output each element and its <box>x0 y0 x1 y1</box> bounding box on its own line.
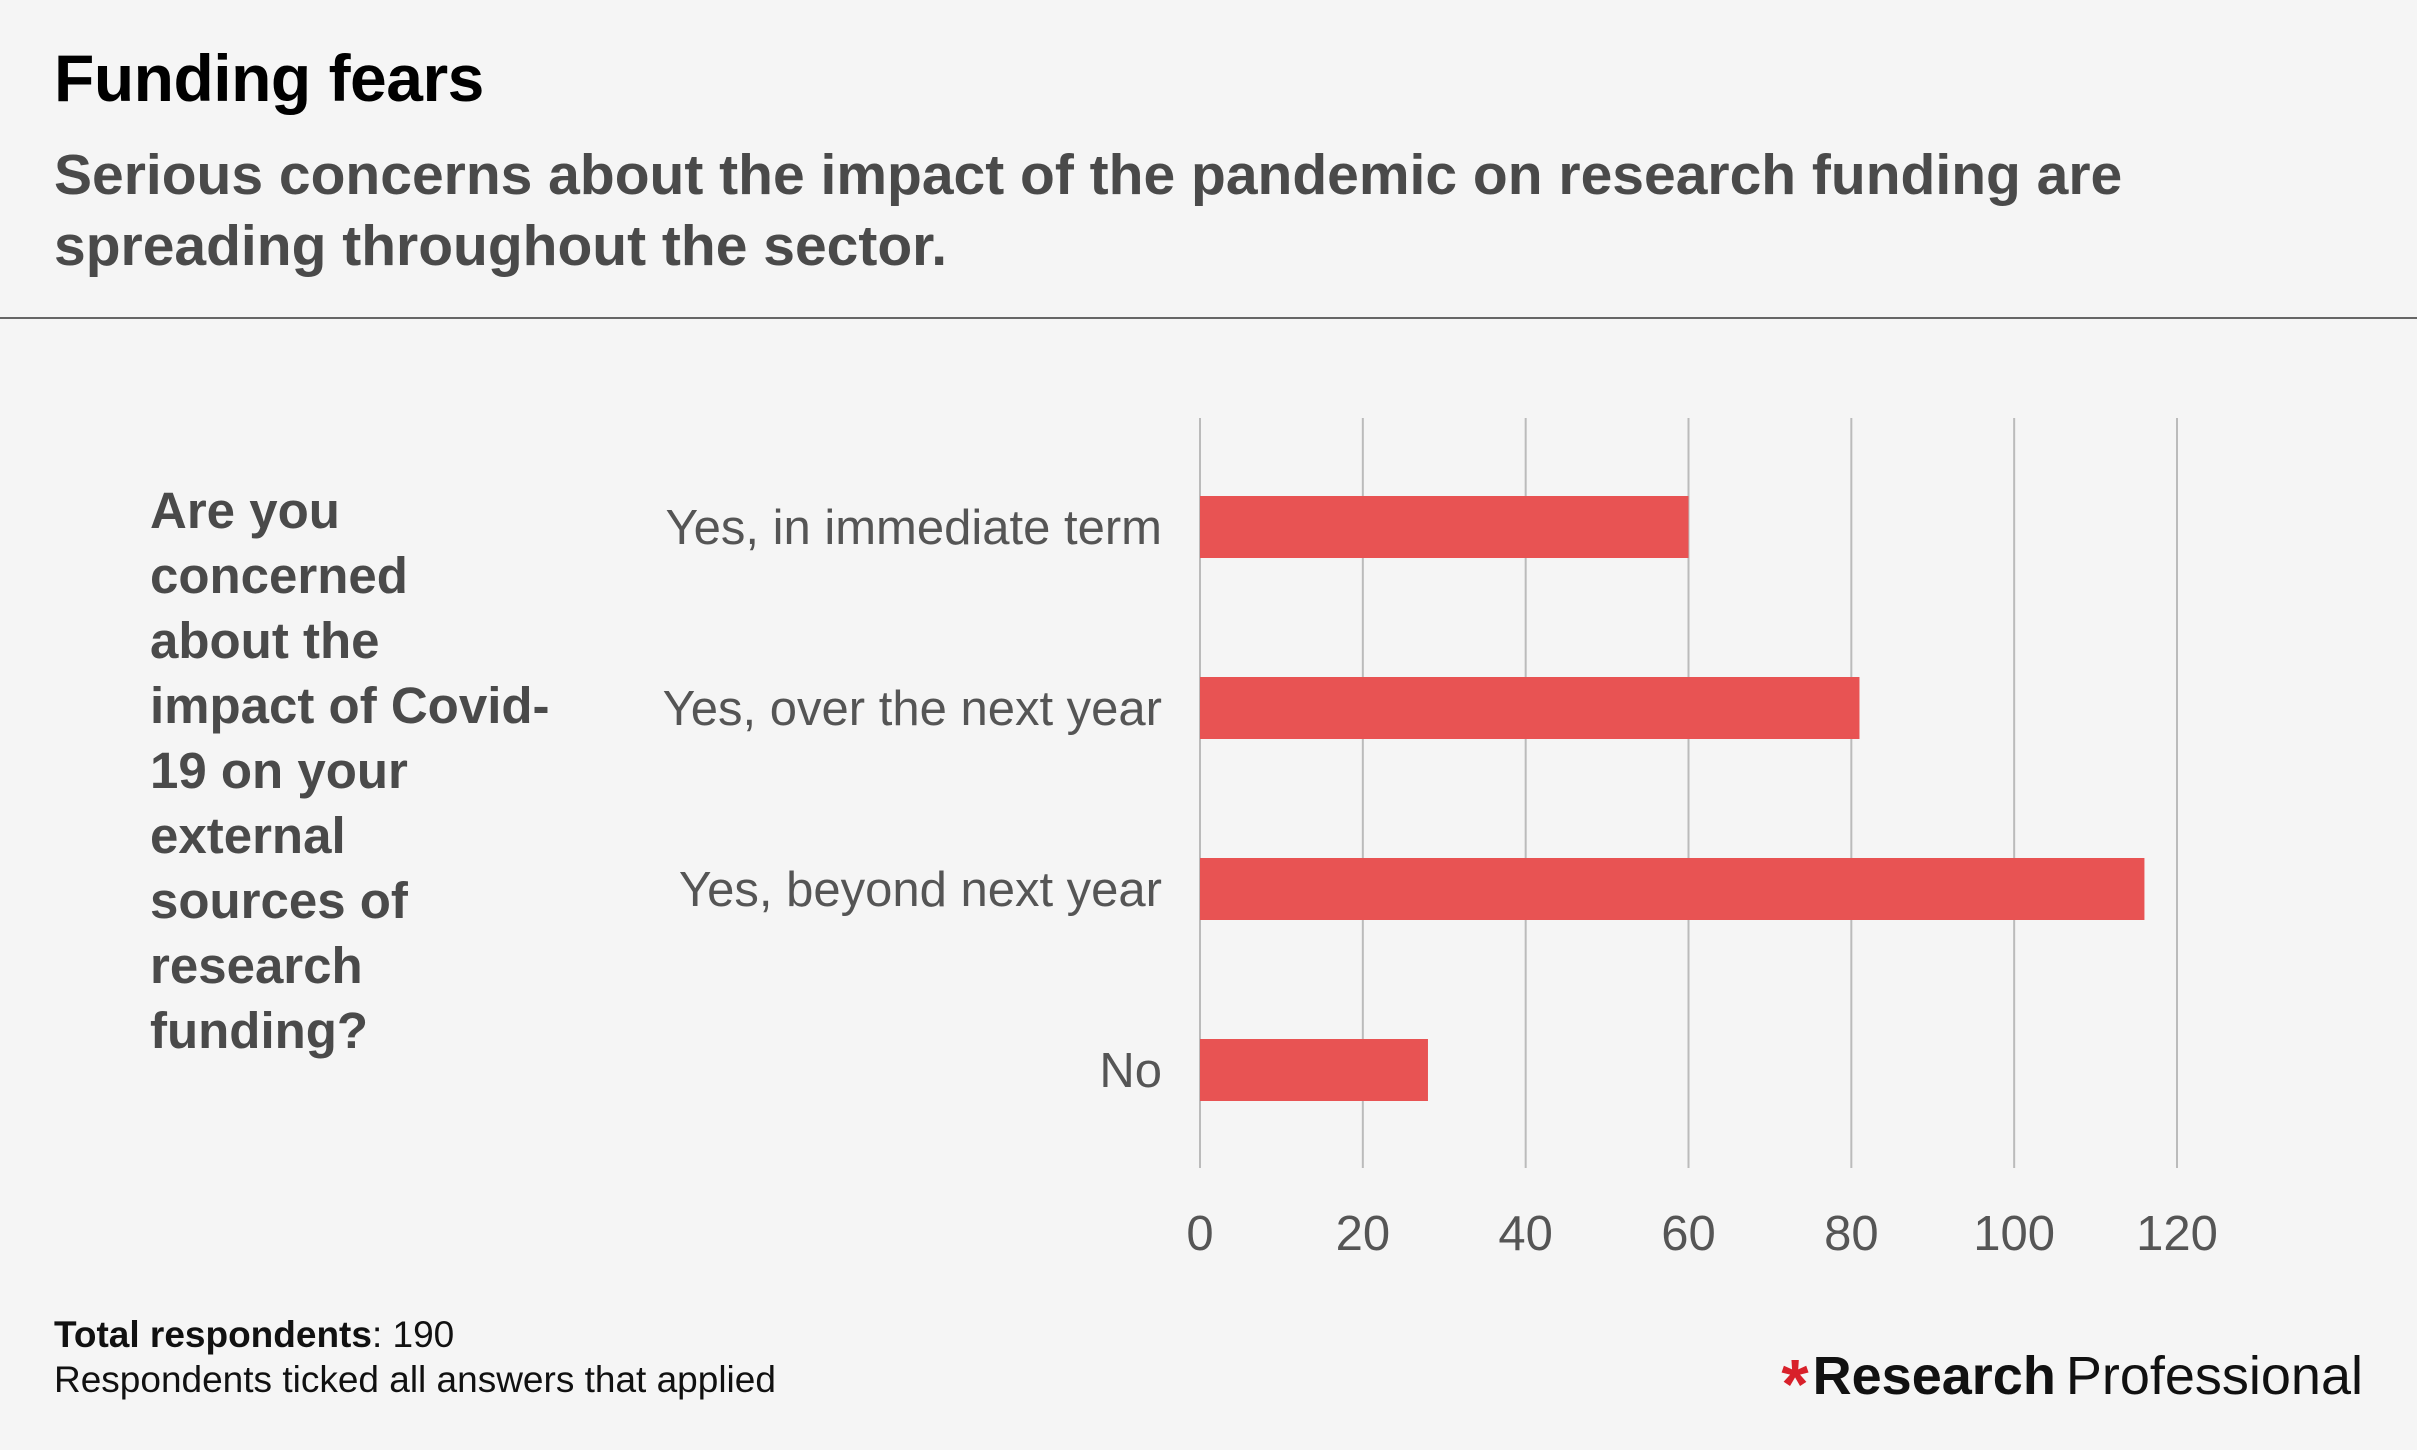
total-respondents: Total respondents: 190 <box>54 1312 776 1357</box>
asterisk-icon: * <box>1781 1345 1809 1423</box>
footer-note: Respondents ticked all answers that appl… <box>54 1359 776 1400</box>
bar <box>1200 677 1860 739</box>
bar <box>1200 858 2145 920</box>
x-tick-label: 60 <box>1661 1207 1716 1261</box>
category-label: Yes, beyond next year <box>679 863 1162 917</box>
x-axis-ticks: 0 20 40 60 80 100 120 <box>1186 1207 2218 1261</box>
x-tick-label: 0 <box>1186 1207 1213 1261</box>
bar-chart: Yes, in immediate term Yes, over the next… <box>663 418 2218 1261</box>
header-divider <box>0 317 2417 319</box>
x-tick-label: 40 <box>1498 1207 1553 1261</box>
survey-question: Are you concerned about the impact of Co… <box>150 482 550 1059</box>
bar <box>1200 496 1689 558</box>
footer-notes: Total respondents: 190 Respondents ticke… <box>54 1312 776 1402</box>
x-tick-label: 20 <box>1336 1207 1391 1261</box>
total-respondents-label: Total respondents <box>54 1314 372 1355</box>
bar <box>1200 1039 1428 1101</box>
brand-name-bold: Research <box>1812 1346 2056 1406</box>
category-labels: Yes, in immediate term Yes, over the next… <box>663 501 1162 1098</box>
chart-subtitle: Serious concerns about the impact of the… <box>54 143 2123 278</box>
brand-logo: * Research Professional <box>1781 1346 2363 1419</box>
x-tick-label: 100 <box>1973 1207 2055 1261</box>
x-tick-label: 80 <box>1824 1207 1879 1261</box>
brand-name-light: Professional <box>2065 1346 2363 1406</box>
category-label: Yes, in immediate term <box>665 501 1162 555</box>
total-respondents-value: : 190 <box>371 1314 455 1355</box>
category-label: No <box>1099 1044 1162 1098</box>
chart-title: Funding fears <box>54 41 484 115</box>
category-label: Yes, over the next year <box>663 682 1162 736</box>
x-tick-label: 120 <box>2136 1207 2218 1261</box>
bars <box>1200 496 2145 1101</box>
